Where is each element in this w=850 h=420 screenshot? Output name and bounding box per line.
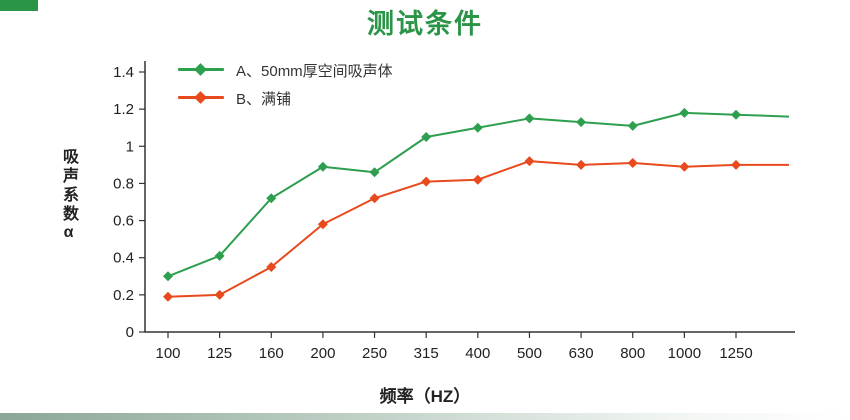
x-axis-ticks: 100 125 160 200 250 315 400 500 630 800 1000 1250 <box>155 332 753 362</box>
diamond-marker-icon <box>421 176 432 187</box>
diamond-marker-icon <box>524 113 535 124</box>
diamond-marker-icon <box>266 262 277 272</box>
svg-text:0.6: 0.6 <box>113 213 134 230</box>
legend-marker-b <box>178 91 224 105</box>
diamond-marker-icon <box>679 107 690 118</box>
diamond-marker-icon <box>472 174 483 185</box>
y-axis-ticks: 0 0.2 0.4 0.6 0.8 1 1.2 1.4 <box>113 64 145 341</box>
series-1 <box>163 156 789 302</box>
y-axis-title: 吸声系数α <box>60 148 77 244</box>
legend-item-b: B、满铺 <box>178 90 393 108</box>
diamond-marker-icon <box>731 159 741 170</box>
svg-text:0.4: 0.4 <box>113 250 134 267</box>
svg-text:250: 250 <box>362 345 387 362</box>
svg-text:0: 0 <box>126 324 134 341</box>
svg-text:0.2: 0.2 <box>113 287 134 304</box>
svg-text:1: 1 <box>126 138 134 155</box>
series-0 <box>163 107 790 282</box>
svg-text:500: 500 <box>517 345 542 362</box>
svg-text:400: 400 <box>465 345 490 362</box>
diamond-marker-icon <box>524 156 535 167</box>
diamond-marker-icon <box>163 291 173 302</box>
diamond-marker-icon <box>214 289 225 300</box>
diamond-marker-icon <box>731 109 741 120</box>
svg-text:100: 100 <box>155 345 180 362</box>
line-chart: 0 0.2 0.4 0.6 0.8 1 1.2 1.4 100 125 160 200 250 315 40… <box>113 61 795 362</box>
bottom-decoration <box>0 413 850 420</box>
svg-text:800: 800 <box>620 345 645 362</box>
svg-text:200: 200 <box>310 345 335 362</box>
diamond-marker-icon <box>679 161 690 172</box>
svg-text:160: 160 <box>259 345 284 362</box>
diamond-marker-icon <box>576 159 587 170</box>
svg-text:630: 630 <box>569 345 594 362</box>
corner-decoration <box>0 0 38 11</box>
diamond-marker-icon <box>576 117 587 128</box>
svg-text:315: 315 <box>414 345 439 362</box>
diamond-marker-icon <box>194 91 207 104</box>
diamond-marker-icon <box>194 63 207 76</box>
diamond-marker-icon <box>266 193 277 204</box>
diamond-marker-icon <box>627 120 638 131</box>
series-line <box>167 111 790 278</box>
diamond-marker-icon <box>472 122 483 133</box>
diamond-marker-icon <box>163 271 173 282</box>
legend-label-b: B、满铺 <box>236 90 292 108</box>
svg-text:1000: 1000 <box>668 345 701 362</box>
chart-title: 测试条件 <box>367 9 483 39</box>
legend-marker-a <box>178 63 224 77</box>
svg-text:1250: 1250 <box>719 345 752 362</box>
svg-text:125: 125 <box>207 345 232 362</box>
diamond-marker-icon <box>369 193 380 204</box>
diamond-marker-icon <box>317 161 328 172</box>
svg-text:0.8: 0.8 <box>113 175 134 192</box>
legend-item-a: A、50mm厚空间吸声体 <box>178 62 393 80</box>
diamond-marker-icon <box>369 167 380 178</box>
diamond-marker-icon <box>214 250 225 261</box>
diamond-marker-icon <box>627 158 638 168</box>
svg-text:1.2: 1.2 <box>113 101 134 118</box>
diamond-marker-icon <box>317 219 328 230</box>
chart-legend: A、50mm厚空间吸声体 B、满铺 <box>178 62 393 108</box>
svg-text:1.4: 1.4 <box>113 64 134 81</box>
x-axis-title: 频率（HZ） <box>379 387 471 406</box>
legend-label-a: A、50mm厚空间吸声体 <box>236 62 393 80</box>
diamond-marker-icon <box>421 132 432 142</box>
